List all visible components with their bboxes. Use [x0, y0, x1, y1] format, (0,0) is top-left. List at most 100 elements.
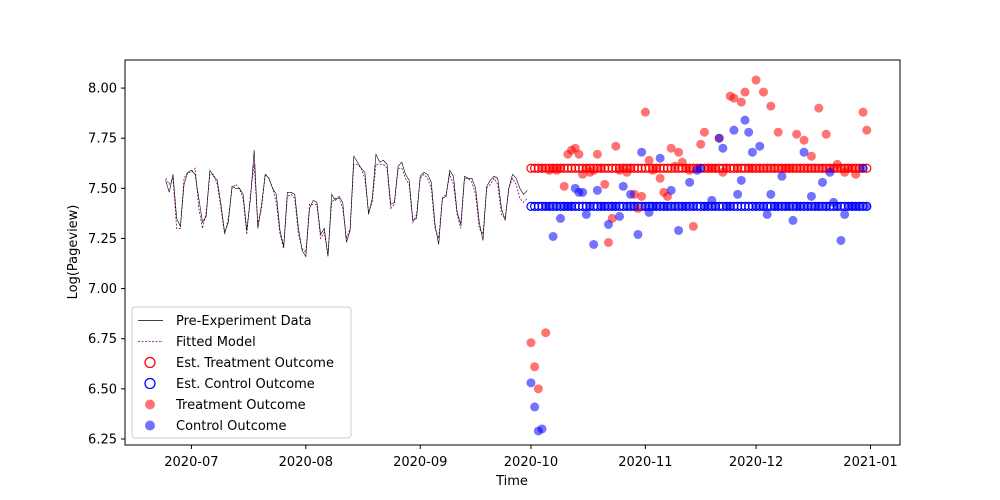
treatment-point: [596, 163, 606, 173]
treatment-point: [818, 163, 827, 173]
control-point: [755, 141, 765, 151]
control-point: [758, 201, 768, 211]
treatment-point: [747, 163, 757, 173]
treatment-point: [670, 161, 680, 171]
legend-label: Control Outcome: [176, 419, 286, 434]
control-point: [751, 201, 761, 211]
treatment-point: [611, 141, 621, 151]
treatment-point: [729, 93, 739, 103]
legend-control-swatch: [145, 420, 155, 431]
est-treatment-point: [637, 163, 647, 173]
control-point: [578, 187, 588, 197]
treatment-point: [600, 179, 610, 189]
treatment-point: [788, 163, 798, 173]
treatment-point: [810, 163, 820, 173]
treatment-point: [530, 362, 540, 372]
control-point: [567, 201, 577, 211]
treatment-point: [795, 163, 805, 173]
treatment-point: [758, 87, 768, 97]
y-tick-label: 6.25: [88, 432, 117, 447]
treatment-point: [666, 143, 676, 153]
treatment-point: [773, 127, 783, 137]
treatment-point: [733, 163, 743, 173]
control-point: [747, 147, 757, 157]
control-point: [777, 171, 787, 181]
control-point: [530, 402, 540, 412]
treatment-point: [651, 163, 661, 173]
control-point: [858, 163, 868, 173]
legend-label: Est. Control Outcome: [176, 377, 315, 392]
y-tick-label: 6.50: [88, 382, 117, 397]
control-point: [806, 191, 816, 201]
treatment-point: [751, 75, 761, 85]
treatment-point: [710, 163, 720, 173]
control-point: [718, 143, 728, 153]
control-point: [740, 115, 750, 125]
treatment-point: [821, 129, 831, 139]
treatment-point: [559, 181, 569, 191]
control-point: [585, 201, 595, 211]
control-point: [618, 181, 628, 191]
control-point: [733, 189, 743, 199]
control-point: [666, 185, 676, 195]
control-point: [555, 213, 565, 223]
control-point: [795, 201, 805, 211]
treatment-point: [603, 237, 613, 247]
x-tick-label: 2021-01: [843, 455, 897, 470]
treatment-point: [736, 97, 746, 107]
control-point: [766, 189, 776, 199]
plot-area: [165, 75, 872, 436]
control-point: [633, 229, 643, 239]
control-point: [655, 153, 665, 163]
treatment-point: [574, 149, 584, 159]
control-point: [611, 201, 621, 211]
treatment-point: [655, 173, 665, 183]
est-treatment-point: [526, 163, 536, 173]
y-tick-label: 7.00: [88, 282, 117, 297]
treatment-point: [766, 101, 776, 111]
legend: Pre-Experiment Data Fitted Model Est. Trea…: [131, 306, 352, 439]
x-tick-label: 2020-10: [504, 455, 558, 470]
control-point: [799, 147, 809, 157]
control-point: [581, 209, 591, 219]
y-axis: 6.25 6.50 6.75 7.00 7.25 7.50 7.75 8.00: [88, 82, 125, 447]
x-tick-label: 2020-07: [164, 455, 218, 470]
control-point: [592, 185, 602, 195]
x-axis: 2020-07 2020-08 2020-09 2020-10 2020-11 2020-…: [164, 445, 898, 470]
legend-label: Est. Treatment Outcome: [176, 356, 334, 371]
control-point: [784, 201, 794, 211]
treatment-point: [644, 155, 654, 165]
legend-label: Treatment Outcome: [175, 398, 306, 413]
control-point: [600, 201, 610, 211]
control-point: [788, 215, 798, 225]
treatment-point: [640, 107, 650, 117]
control-point: [710, 201, 720, 211]
control-point: [836, 235, 846, 245]
control-point: [821, 201, 831, 211]
control-point: [773, 201, 783, 211]
legend-est-treatment-swatch: [144, 356, 156, 369]
y-tick-label: 7.25: [88, 232, 117, 247]
treatment-point: [589, 165, 599, 175]
y-tick-label: 6.75: [88, 332, 117, 347]
est-treatment-point: [570, 163, 580, 173]
control-point: [670, 201, 680, 211]
treatment-point: [814, 103, 824, 113]
treatment-point: [803, 163, 813, 173]
x-tick-label: 2020-08: [279, 455, 333, 470]
control-point: [803, 201, 813, 211]
est-control-point: [530, 201, 540, 211]
control-point: [744, 127, 754, 137]
treatment-point: [555, 163, 565, 173]
treatment-point: [533, 384, 543, 394]
control-point: [762, 209, 772, 219]
treatment-point: [792, 129, 802, 139]
control-point: [840, 209, 850, 219]
treatment-point: [858, 107, 868, 117]
treatment-point: [722, 163, 732, 173]
treatment-point: [637, 191, 647, 201]
legend-label: Pre-Experiment Data: [176, 314, 312, 329]
control-point: [681, 201, 691, 211]
control-point: [832, 201, 842, 211]
legend-treatment-swatch: [145, 399, 155, 410]
